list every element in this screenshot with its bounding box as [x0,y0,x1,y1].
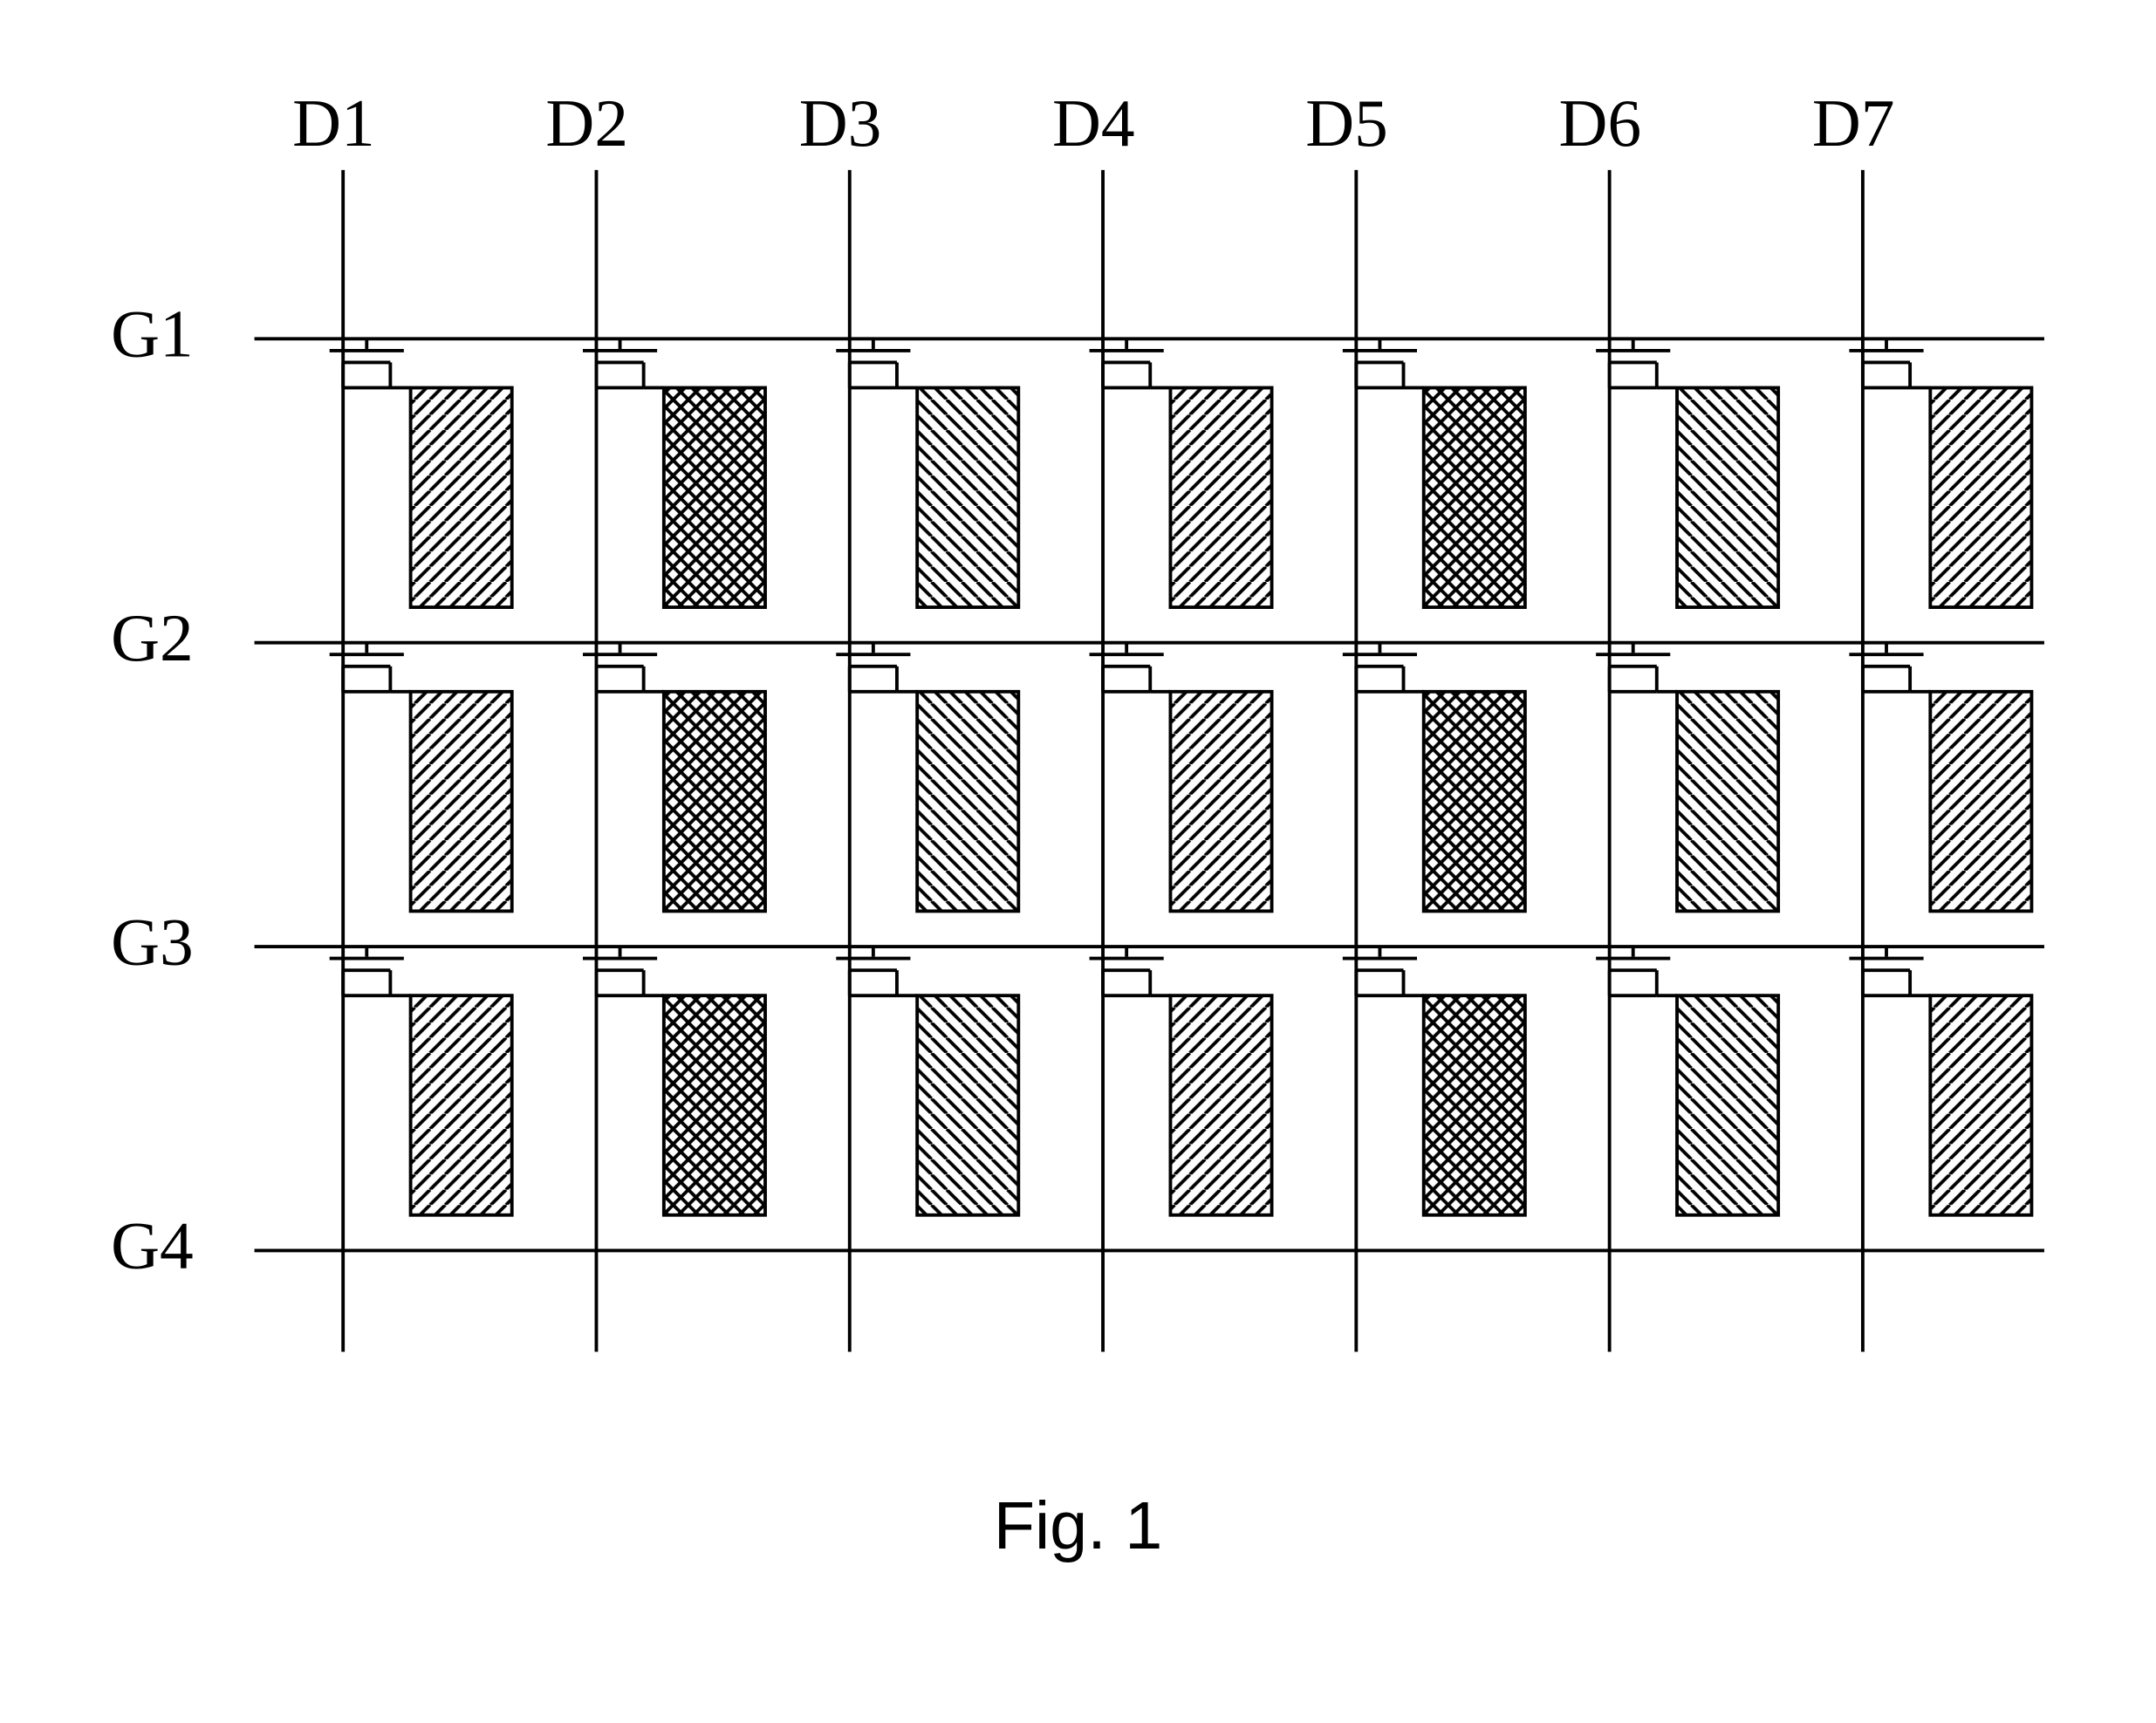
subpixel-r2-c6 [1677,692,1778,912]
subpixel-r2-c7 [1930,692,2031,912]
figure-caption: Fig. 1 [35,1487,2121,1564]
row-label-g3: G3 [111,905,194,981]
subpixel-r3-c3 [917,995,1018,1215]
col-label-d4: D4 [1052,85,1135,162]
subpixel-r1-c4 [1170,387,1271,607]
subpixel-r2-c3 [917,692,1018,912]
subpixel-r3-c7 [1930,995,2031,1215]
subpixel-r2-c5 [1424,692,1525,912]
pixel-array-diagram [35,35,2121,1635]
subpixel-r1-c6 [1677,387,1778,607]
subpixel-r3-c2 [664,995,765,1215]
subpixel-r2-c2 [664,692,765,912]
row-label-g2: G2 [111,600,194,677]
col-label-d1: D1 [292,85,375,162]
subpixel-r3-c1 [411,995,512,1215]
subpixel-r3-c5 [1424,995,1525,1215]
subpixel-r3-c4 [1170,995,1271,1215]
col-label-d6: D6 [1559,85,1642,162]
subpixel-r1-c2 [664,387,765,607]
subpixel-r3-c6 [1677,995,1778,1215]
subpixel-r1-c7 [1930,387,2031,607]
col-label-d7: D7 [1812,85,1895,162]
col-label-d5: D5 [1305,85,1388,162]
row-label-g1: G1 [111,297,194,373]
col-label-d2: D2 [545,85,628,162]
subpixel-r2-c1 [411,692,512,912]
subpixel-r2-c4 [1170,692,1271,912]
subpixel-r1-c1 [411,387,512,607]
row-label-g4: G4 [111,1208,194,1285]
col-label-d3: D3 [799,85,882,162]
subpixel-r1-c5 [1424,387,1525,607]
subpixel-r1-c3 [917,387,1018,607]
